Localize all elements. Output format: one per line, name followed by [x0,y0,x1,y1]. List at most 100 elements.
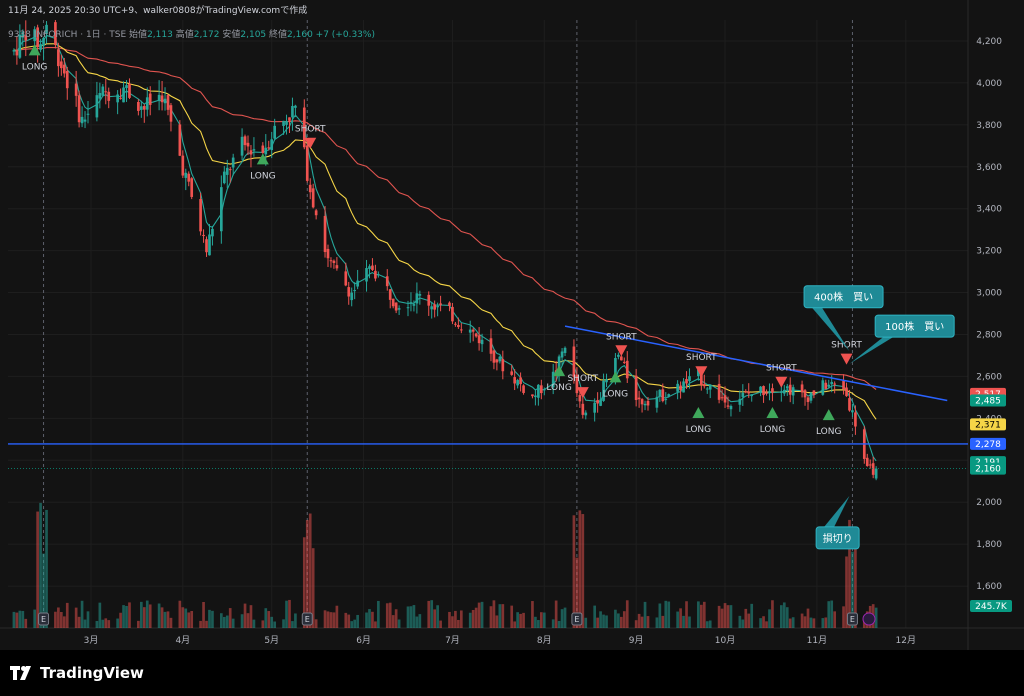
short-signal-arrow [576,387,589,399]
volume-bar [160,607,164,628]
candle-body [122,87,125,103]
volume-bar [270,616,274,628]
volume-bar [676,611,679,628]
candle-body [415,293,419,304]
candle-body [622,361,626,363]
candle-body [439,303,442,305]
candle-body [468,329,472,333]
open-value: 2,113 [147,30,173,40]
volume-bar [800,613,804,628]
candle-body [62,64,66,74]
candle-body [806,397,810,403]
volume-bar [726,605,730,628]
y-tick-label: 2,600 [976,372,1002,382]
tradingview-logo[interactable]: TradingView [10,664,144,682]
brand-name: TradingView [40,664,144,682]
candle-body [231,157,235,168]
candle-body [166,95,170,110]
volume-bar [471,609,475,628]
volume-bar [95,620,99,628]
short-signal-arrow [775,376,788,388]
candle-body [646,400,650,406]
volume-bar [540,612,543,628]
volume-bar [454,610,457,628]
volume-bar [45,509,48,628]
candle-body [682,381,685,393]
volume-bar [679,608,682,628]
candle-body [848,398,851,411]
volume-bar [119,612,122,628]
candle-body [45,24,48,34]
volume-series [12,502,878,628]
volume-bar [264,608,268,628]
volume-bar [513,621,516,628]
candle-body [738,398,742,405]
volume-bar [397,619,401,628]
volume-bar [377,600,380,628]
candle-body [157,94,161,101]
candle-body [184,172,188,178]
volume-bar [391,615,395,628]
candle-body [350,292,354,301]
volume-bar [625,600,629,628]
volume-bar [225,615,229,628]
candle-body [563,347,567,353]
candle-body [534,395,537,398]
volume-bar [821,618,825,628]
x-tick-label: 9月 [629,635,644,646]
candle-body [202,234,205,237]
earnings-badge [38,612,50,626]
candle-body [311,188,315,208]
candle-body [291,105,294,118]
y-tick-label: 3,400 [976,205,1002,215]
candle-body [430,306,434,310]
volume-bar [824,617,828,628]
price-chart[interactable]: 1,6001,8002,0002,2002,4002,6002,8003,000… [0,0,1024,650]
y-tick-label: 3,200 [976,247,1002,257]
volume-bar [65,602,69,628]
volume-bar [531,601,534,628]
volume-bar [551,619,555,628]
candle-body [765,392,768,394]
candle-body [575,374,579,394]
volume-bar [211,610,214,628]
volume-bar [406,606,410,628]
volume-bar [365,612,368,628]
candle-body [679,385,682,391]
candle-body [658,389,662,396]
short-signal-arrow [695,366,708,378]
annotation-pointer [824,495,850,527]
volume-bar [222,616,226,628]
candle-body [729,406,733,410]
candle-body [240,136,244,156]
candle-body [560,351,564,358]
candle-body [581,403,585,415]
volume-bar [157,603,161,628]
candle-body [640,399,644,405]
volume-bar [228,608,232,628]
annotation-box [815,526,860,550]
candle-body [391,298,395,307]
volume-bar [658,603,662,628]
volume-bar [302,537,306,628]
candle-body [178,124,182,156]
earnings-badge [846,612,858,626]
candle-body [474,333,478,337]
candle-body [208,234,211,256]
volume-bar [21,610,25,628]
candle-body [314,210,318,216]
candle-body [871,463,875,475]
candle-body [768,391,771,393]
candle-body [791,387,795,396]
volume-bar [148,604,152,628]
volume-bar [208,609,211,628]
candle-body [107,91,111,101]
symbol-label[interactable]: 9338 INFORICH · 1日 · TSE [8,30,127,40]
candle-body [617,354,620,357]
candle-body [537,384,540,398]
volume-bar [371,611,374,628]
candle-body [252,149,256,151]
candle-body [160,95,164,103]
candle-body [285,120,288,125]
volume-bar [667,601,671,628]
